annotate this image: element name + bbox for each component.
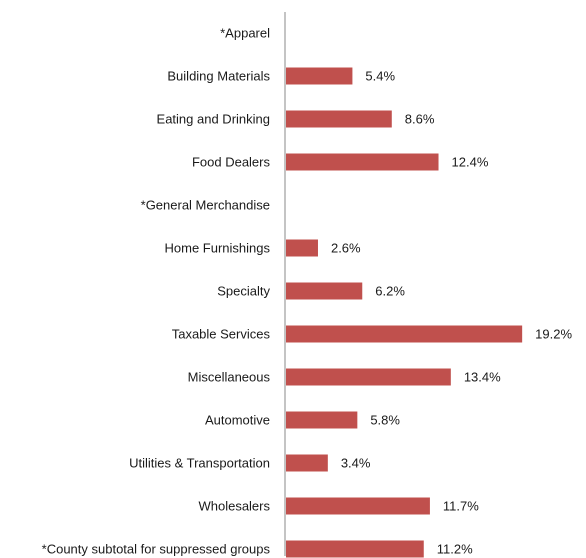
- bar: [286, 239, 318, 257]
- category-label: *County subtotal for suppressed groups: [42, 542, 271, 557]
- category-label: Food Dealers: [192, 155, 271, 170]
- bar: [286, 454, 328, 472]
- bar: [286, 411, 358, 429]
- category-labels-group: *Apparel Building Materials Eating and Dri…: [42, 26, 271, 557]
- category-label: Miscellaneous: [188, 370, 271, 385]
- bar: [286, 110, 392, 128]
- bar: [286, 153, 439, 171]
- value-labels-group: 5.4% 8.6% 12.4% 2.6% 6.2% 19.2% 13.4% 5.8% 3.4% 1…: [331, 69, 572, 557]
- value-label: 8.6%: [405, 112, 435, 127]
- bar: [286, 325, 523, 343]
- category-label: Home Furnishings: [165, 241, 271, 256]
- bar: [286, 540, 424, 558]
- value-label: 12.4%: [452, 155, 489, 170]
- bar: [286, 368, 451, 386]
- category-label: *General Merchandise: [141, 198, 270, 213]
- bar: [286, 282, 363, 300]
- value-label: 11.2%: [437, 542, 473, 557]
- value-label: 6.2%: [375, 284, 405, 299]
- category-label: Automotive: [205, 413, 270, 428]
- bars-group: [286, 67, 523, 558]
- bar: [286, 497, 430, 515]
- category-label: Eating and Drinking: [157, 112, 270, 127]
- category-label: Building Materials: [167, 69, 270, 84]
- value-label: 2.6%: [331, 241, 361, 256]
- category-label: Specialty: [217, 284, 270, 299]
- value-label: 3.4%: [341, 456, 371, 471]
- value-label: 19.2%: [535, 327, 572, 342]
- value-label: 13.4%: [464, 370, 501, 385]
- category-label: Wholesalers: [198, 499, 270, 514]
- bar: [286, 67, 353, 85]
- value-label: 5.8%: [370, 413, 400, 428]
- category-label: Utilities & Transportation: [129, 456, 270, 471]
- value-label: 5.4%: [365, 69, 395, 84]
- category-label: *Apparel: [220, 26, 270, 41]
- value-label: 11.7%: [443, 499, 479, 514]
- category-label: Taxable Services: [172, 327, 271, 342]
